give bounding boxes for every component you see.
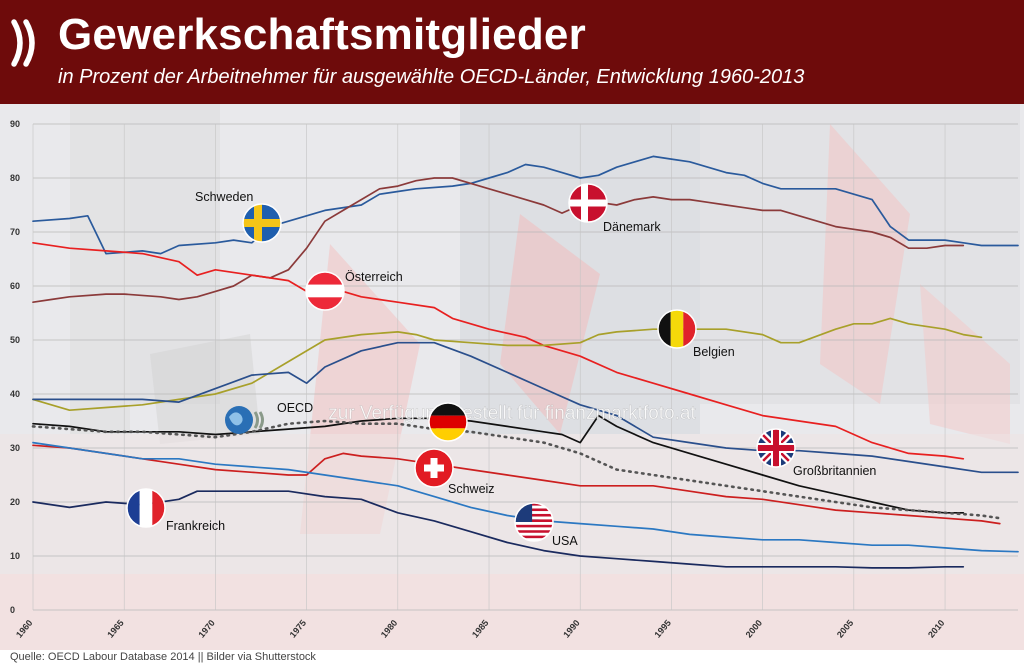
label-schweden: Schweden: [195, 190, 253, 204]
flag-stripe: [515, 524, 553, 528]
flag-fill: [569, 184, 607, 222]
series-line-frankreich: [32, 490, 965, 569]
y-tick-label: 30: [10, 443, 20, 453]
y-tick-label: 70: [10, 227, 20, 237]
flag-border: [126, 488, 166, 528]
y-tick-label: 20: [10, 497, 20, 507]
background-flag: [820, 124, 910, 404]
flag-stripe: [581, 184, 588, 222]
flag-stripe: [429, 415, 467, 429]
source-note: Quelle: OECD Labour Database 2014 || Bil…: [10, 651, 316, 663]
flag-border: [414, 448, 454, 488]
y-tick-label: 80: [10, 173, 20, 183]
flag-stripe: [515, 522, 553, 525]
flag-border: [568, 183, 608, 223]
series-line-deutschland: [31, 419, 1002, 520]
globe-land: [229, 412, 243, 426]
flag-border: [514, 502, 554, 542]
watermark-text: zur Verfügung gestellt für finanzmarktfo…: [328, 403, 696, 424]
flag-stripe: [670, 310, 684, 348]
flag-fill: [415, 449, 453, 487]
series-line-schweiz: [32, 444, 1001, 525]
globe-icon: [225, 406, 264, 434]
y-tick-label: 0: [10, 605, 15, 615]
label-belgien: Belgien: [693, 345, 735, 359]
flag-border: [657, 309, 697, 349]
oecd-mark: [258, 411, 264, 429]
page-title: Gewerkschaftsmitglieder: [58, 10, 586, 59]
flag-stripe: [515, 535, 553, 539]
flag-border: [242, 203, 282, 243]
label-usa: USA: [552, 534, 578, 548]
flag-stripe: [515, 538, 553, 541]
background-banner-bottom: [0, 574, 1024, 650]
series-line-daenemark: [32, 177, 965, 304]
label-oesterreich: Österreich: [345, 270, 403, 284]
series-lines: [31, 155, 1019, 569]
background-flag: [920, 284, 1010, 444]
label-oecd: OECD: [277, 401, 313, 415]
y-tick-label: 90: [10, 119, 20, 129]
flag-stripe: [515, 516, 553, 520]
flag-stripe: [254, 204, 262, 242]
flag-stripe: [515, 505, 553, 509]
austria-flag-icon: [305, 271, 345, 311]
flag-stripe: [515, 508, 553, 512]
flag-fill: [243, 204, 281, 242]
flag-stripe: [139, 489, 153, 527]
france-flag-icon: [126, 488, 166, 528]
germany-flag-icon: [428, 402, 468, 442]
flag-stripe: [430, 458, 438, 478]
label-frankreich: Frankreich: [166, 519, 225, 533]
y-tick-label: 10: [10, 551, 20, 561]
flag-stripe: [515, 513, 553, 517]
flag-stripe: [515, 503, 553, 506]
flag-border: [428, 402, 468, 442]
header-banner: Gewerkschaftsmitglieder in Prozent der A…: [0, 0, 1024, 104]
flag-border: [305, 271, 345, 311]
chart-area: 0 10 20 30 40 50 60 70 80 90 1960 1965 1970 1975 1980 1…: [0, 104, 1024, 650]
flag-fill: [757, 429, 795, 467]
flag-stripe: [515, 532, 553, 536]
oecd-logo-icon: [11, 19, 35, 67]
series-line-oesterreich: [32, 241, 965, 460]
y-tick-label: 40: [10, 389, 20, 399]
flag-stripe: [515, 519, 553, 522]
flag-stripe: [773, 429, 779, 467]
label-daenemark: Dänemark: [603, 220, 661, 234]
y-tick-label: 60: [10, 281, 20, 291]
series-line-oecd: [32, 414, 965, 514]
switzerland-flag-icon: [414, 448, 454, 488]
series-line-schweden: [32, 155, 1019, 255]
oecd-mark: [253, 411, 259, 429]
flag-stripe: [306, 284, 344, 298]
series-line-belgien: [32, 317, 983, 412]
denmark-flag-icon: [568, 183, 608, 223]
series-line-grossbritannien: [32, 341, 1019, 474]
label-schweiz: Schweiz: [448, 482, 495, 496]
background-pole: [70, 104, 130, 434]
y-tick-label: 50: [10, 335, 20, 345]
uk-flag-icon: [756, 428, 796, 468]
page-subtitle: in Prozent der Arbeitnehmer für ausgewäh…: [58, 66, 805, 88]
flag-stripe: [515, 530, 553, 533]
usa-flag-icon: [514, 502, 554, 542]
flag-border: [756, 428, 796, 468]
sweden-flag-icon: [242, 203, 282, 243]
flag-stripe: [515, 511, 553, 514]
label-grossbritannien: Großbritannien: [793, 464, 876, 478]
flag-stripe: [515, 527, 553, 531]
background-flag: [500, 214, 600, 434]
belgium-flag-icon: [657, 309, 697, 349]
